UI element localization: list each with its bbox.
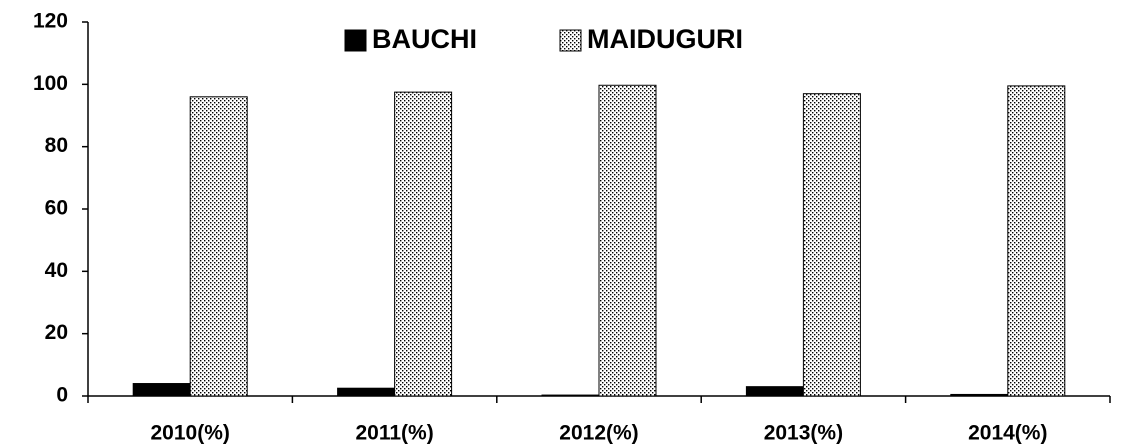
y-tick-label: 120	[33, 10, 68, 33]
legend-label: MAIDUGURI	[587, 24, 743, 54]
bar	[598, 84, 657, 397]
x-tick-label: 2010(%)	[151, 422, 230, 445]
bar	[337, 387, 396, 397]
legend-swatch	[344, 29, 367, 52]
bar	[189, 96, 248, 397]
bar	[745, 386, 804, 397]
y-tick-label: 100	[33, 72, 68, 95]
bar	[132, 383, 191, 397]
legend-swatch	[559, 29, 582, 52]
y-tick-label: 0	[56, 384, 68, 407]
y-tick-label: 20	[45, 321, 68, 344]
y-tick-label: 60	[45, 197, 68, 220]
legend: BAUCHI MAIDUGURI	[344, 24, 743, 54]
y-tick-label: 40	[45, 259, 68, 282]
legend-label: BAUCHI	[372, 24, 477, 54]
bar	[541, 394, 600, 397]
bar	[1007, 85, 1066, 397]
x-tick-label: 2014(%)	[968, 422, 1047, 445]
bar	[394, 91, 453, 397]
x-tick-label: 2011(%)	[355, 422, 433, 445]
x-tick-label: 2013(%)	[764, 422, 843, 445]
x-tick-label: 2012(%)	[559, 422, 638, 445]
bar	[950, 393, 1009, 397]
bar	[802, 93, 861, 397]
y-tick-label: 80	[45, 134, 68, 157]
